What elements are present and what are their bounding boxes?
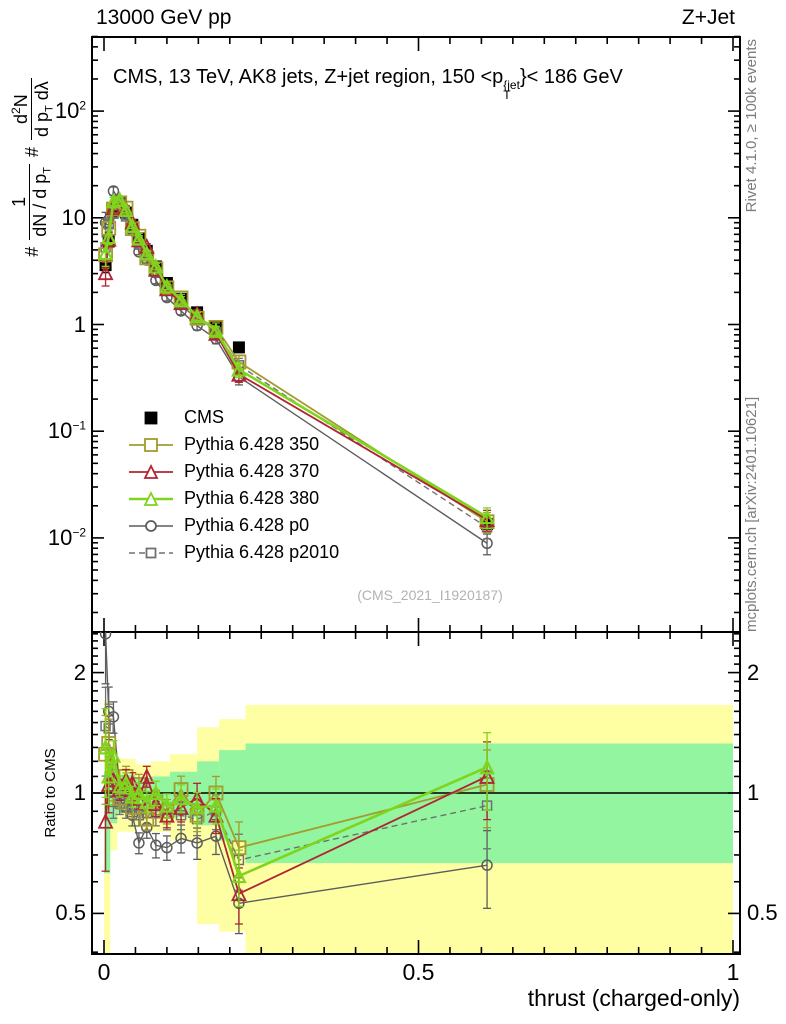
legend-swatch-pythia-6-428-380 <box>129 490 173 506</box>
legend-item-pythia-6-428-380: Pythia 6.428 380 <box>128 485 339 512</box>
panel-title: CMS, 13 TeV, AK8 jets, Z+jet region, 150… <box>113 66 623 102</box>
panel-title-sub: T <box>503 88 511 102</box>
ratio-y-tick-label-left: 1 <box>73 780 86 805</box>
legend-label-cms: CMS <box>184 407 224 427</box>
main-y-tick-label: 10−1 <box>47 418 86 444</box>
legend-swatch-cms <box>144 411 158 424</box>
header-process: Z+Jet <box>681 6 735 29</box>
legend-label-pythia-6-428-p2010: Pythia 6.428 p2010 <box>184 542 340 562</box>
panel-title-sup: {jet <box>503 78 520 92</box>
ratio-series-pythia-6-428-380 <box>97 708 495 907</box>
ratio-y-tick-label-right: 0.5 <box>747 900 778 926</box>
panel-title-prefix: CMS, 13 TeV, AK8 jets, Z+jet region, 150… <box>113 66 504 88</box>
main-y-tick-label: 10−2 <box>47 524 86 550</box>
main-y-tick-label: 10 <box>61 204 86 230</box>
band-inner <box>104 771 111 874</box>
ratio-uncertainty-bands <box>104 700 733 954</box>
ylabel-hash-1: # <box>22 246 43 257</box>
mcplots-arxiv-note: mcplots.cern.ch [arXiv:2401.10621] <box>743 396 760 632</box>
x-tick-label: 1 <box>726 959 740 985</box>
rivet-version-note: Rivet 4.1.0, ≥ 100k events <box>743 39 760 213</box>
x-tick-label: 0 <box>97 959 111 985</box>
main-y-tick-label: 102 <box>54 98 86 124</box>
header-beam-energy: 13000 GeV pp <box>96 6 232 29</box>
legend-item-pythia-6-428-p0: Pythia 6.428 p0 <box>128 512 339 539</box>
panel-title-script: {jet T <box>503 78 520 102</box>
main-y-tick-label: 1 <box>73 311 86 337</box>
legend-item-cms: CMS <box>128 404 339 431</box>
main-series-pythia-6-428-380 <box>97 191 495 530</box>
ratio-y-tick-label-right: 2 <box>747 659 760 685</box>
legend-item-pythia-6-428-370: Pythia 6.428 370 <box>128 458 339 485</box>
legend-item-pythia-6-428-350: Pythia 6.428 350 <box>128 431 339 458</box>
band-inner <box>245 743 733 864</box>
watermark-analysis-id: (CMS_2021_I1920187) <box>357 587 503 603</box>
legend-label-pythia-6-428-370: Pythia 6.428 370 <box>184 461 320 481</box>
x-tick-label: 0.5 <box>402 959 435 985</box>
legend-label-pythia-6-428-380: Pythia 6.428 380 <box>184 488 320 508</box>
legend-swatch-pythia-6-428-370 <box>129 463 173 479</box>
legend-swatch-pythia-6-428-350 <box>129 437 173 452</box>
legend-swatch-pythia-6-428-p0 <box>129 519 173 532</box>
legend-swatch-pythia-6-428-p2010 <box>129 547 173 558</box>
legend-label-pythia-6-428-350: Pythia 6.428 350 <box>184 434 320 454</box>
panel-title-suffix: }< 186 GeV <box>519 66 623 88</box>
ratio-y-tick-label-left: 2 <box>73 659 86 685</box>
ratio-y-tick-label-left: 0.5 <box>55 900 86 926</box>
legend: CMS Pythia 6.428 350 Pythia 6.428 370 Pythi… <box>128 404 339 566</box>
main-y-axis-label: # 1 dN / d pT # d2N d pT dλ <box>6 35 60 300</box>
ratio-y-tick-label-right: 1 <box>747 780 760 805</box>
legend-label-pythia-6-428-p0: Pythia 6.428 p0 <box>184 515 310 535</box>
legend-item-pythia-6-428-p2010: Pythia 6.428 p2010 <box>128 539 339 566</box>
x-axis-title: thrust (charged-only) <box>527 985 740 1011</box>
axis-ticks <box>92 35 740 954</box>
ylabel-hash-2: # <box>22 146 43 157</box>
